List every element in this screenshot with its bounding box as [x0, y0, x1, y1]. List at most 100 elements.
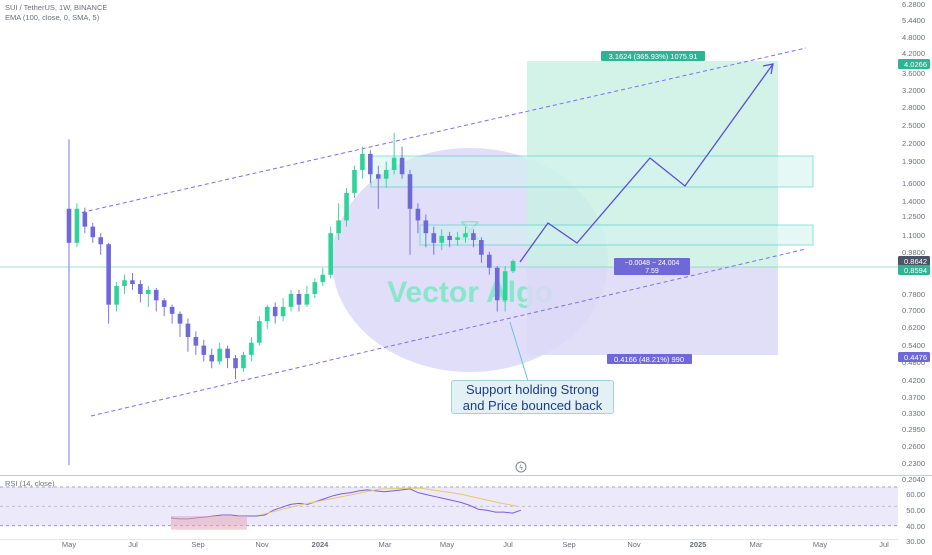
- time-axis-tick: May: [813, 540, 827, 549]
- price-badge-text: 0.8642: [904, 257, 927, 266]
- time-axis-tick: Nov: [627, 540, 641, 549]
- middle-label-line-1: −0.0048 − 24.004: [625, 260, 680, 267]
- time-axis-tick: Mar: [379, 540, 392, 549]
- price-axis-tick: 1.9000: [902, 157, 925, 166]
- candle-body: [360, 153, 365, 170]
- price-axis-tick: 4.8000: [902, 33, 925, 42]
- candle-body: [185, 323, 191, 337]
- stop-zone: [527, 267, 778, 355]
- price-axis-tick: 0.3300: [902, 409, 925, 418]
- candle-body: [375, 174, 381, 179]
- candle-body: [82, 212, 88, 227]
- candle-body: [502, 271, 508, 301]
- candle-body: [138, 284, 143, 294]
- price-axis-tick: 0.2600: [902, 442, 925, 451]
- callout-line-2: and Price bounced back: [462, 398, 603, 413]
- candle-body: [407, 174, 413, 209]
- candle-body: [352, 169, 357, 193]
- time-axis-tick: Sep: [562, 540, 575, 549]
- time-axis-tick: 2024: [312, 540, 330, 549]
- price-axis-tick: 3.6000: [902, 69, 925, 78]
- candle-body: [431, 233, 437, 243]
- candle-body: [74, 208, 80, 243]
- lower-resistance-zone: [419, 224, 814, 246]
- candle-body: [280, 306, 286, 317]
- candle-body: [169, 306, 175, 314]
- candle-body: [130, 280, 135, 285]
- candle-body: [312, 282, 318, 294]
- candle-body: [471, 233, 476, 240]
- rsi-axis-tick: 60.00: [906, 490, 925, 499]
- candle-body: [146, 289, 151, 294]
- candle-body: [288, 293, 294, 307]
- candle-body: [122, 280, 127, 286]
- support-callout: Support holding Strong and Price bounced…: [451, 380, 614, 414]
- candle-body: [241, 354, 246, 369]
- rsi-axis-tick: 50.00: [906, 506, 925, 515]
- price-badge: [898, 256, 930, 266]
- price-axis-tick: 0.2300: [902, 459, 925, 468]
- candle-body: [463, 233, 468, 238]
- target-label-box: [601, 51, 705, 61]
- candle-body: [217, 348, 222, 362]
- time-axis-tick: May: [440, 540, 454, 549]
- candle-body: [439, 235, 445, 243]
- price-axis-tick: 2.2000: [902, 139, 925, 148]
- candle-body: [344, 192, 349, 221]
- channel-lower-line: [90, 248, 807, 417]
- time-axis-tick: Jul: [128, 540, 138, 549]
- candle-body: [249, 342, 254, 355]
- price-badge: [898, 265, 930, 275]
- price-axis-tick: 0.9800: [902, 248, 925, 257]
- symbol-title: SUI / TetherUS, 1W, BINANCE: [5, 3, 108, 12]
- time-axis-tick: Jul: [503, 540, 513, 549]
- candle-body: [201, 345, 207, 355]
- middle-label-box: [614, 258, 690, 275]
- time-axis-tick: Nov: [255, 540, 269, 549]
- price-axis-tick: 0.2040: [902, 475, 925, 484]
- price-axis-tick: 0.4800: [902, 358, 925, 367]
- candle-body: [177, 313, 183, 324]
- price-axis-tick: 1.6000: [902, 179, 925, 188]
- candle-body: [257, 321, 262, 343]
- price-axis-tick: 4.2000: [902, 49, 925, 58]
- watermark-text: Vector Algo: [387, 276, 553, 309]
- target-label-text: 3.1624 (365.93%) 1075.91: [609, 52, 698, 61]
- candle-body: [106, 244, 111, 305]
- price-badge: [898, 59, 930, 69]
- price-axis-tick: 0.7000: [902, 306, 925, 315]
- price-axis-tick: 0.2950: [902, 425, 925, 434]
- candle-body: [383, 169, 389, 179]
- price-axis-tick: 1.4000: [902, 197, 925, 206]
- price-axis-tick: 0.5400: [902, 341, 925, 350]
- candle-body: [153, 289, 159, 301]
- time-axis-tick: 2025: [690, 540, 707, 549]
- callout-line-1: Support holding Strong: [466, 382, 599, 397]
- candle-body: [296, 293, 302, 305]
- candle-body: [391, 157, 397, 170]
- rsi-axis-tick: 40.00: [906, 522, 925, 531]
- time-axis-tick: Jul: [879, 540, 889, 549]
- projected-path-line: [519, 63, 774, 263]
- candle-body: [161, 300, 167, 307]
- price-axis-tick: 2.8000: [902, 103, 925, 112]
- candle-body: [455, 237, 460, 240]
- candle-body: [209, 354, 215, 362]
- middle-label-line-2: 7.59: [645, 268, 659, 275]
- candle-body: [479, 240, 484, 255]
- time-axis-tick: Mar: [750, 540, 763, 549]
- candle-body: [193, 337, 199, 346]
- lightning-icon-glyph: ϟ: [519, 464, 524, 472]
- candle-body: [423, 220, 429, 234]
- lightning-icon: [515, 461, 527, 473]
- projected-path-arrowhead: [762, 63, 774, 75]
- candle-body: [510, 261, 516, 272]
- stop-label-text: 0.4166 (48.21%) 990: [614, 355, 684, 364]
- candle-body: [336, 220, 341, 234]
- candle-body: [98, 237, 104, 245]
- candle-body: [90, 226, 96, 238]
- candle-body: [320, 274, 326, 283]
- price-badge-text: 0.4476: [904, 353, 927, 362]
- price-axis-tick: 1.1000: [902, 231, 925, 240]
